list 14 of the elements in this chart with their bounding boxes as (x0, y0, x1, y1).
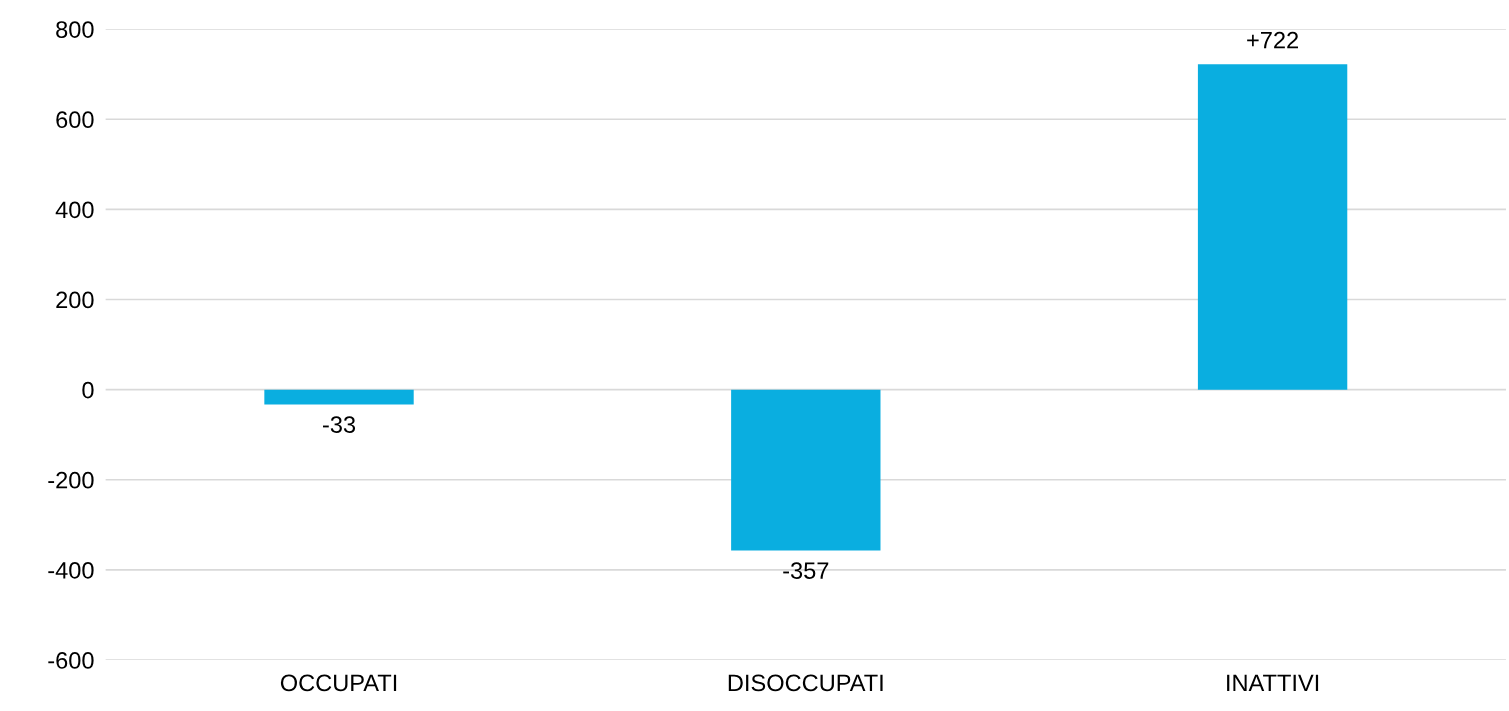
data-label: +722 (1247, 31, 1298, 49)
x-tick-label: DISOCCUPATI (728, 674, 883, 692)
y-tick-label: 200 (56, 291, 94, 309)
y-tick-label: 600 (56, 111, 94, 129)
x-tick-label: OCCUPATI (280, 674, 397, 692)
y-tick-label: -200 (48, 471, 94, 489)
y-tick-label: -400 (48, 561, 94, 579)
y-tick-label: 400 (55, 201, 94, 219)
y-tick-label: -600 (48, 652, 94, 669)
data-label: -357 (783, 562, 829, 579)
y-tick-label: 800 (56, 21, 94, 38)
data-label: -33 (323, 416, 356, 433)
x-tick-label: INATTIVI (1227, 674, 1319, 692)
y-tick-label: 0 (82, 381, 94, 399)
